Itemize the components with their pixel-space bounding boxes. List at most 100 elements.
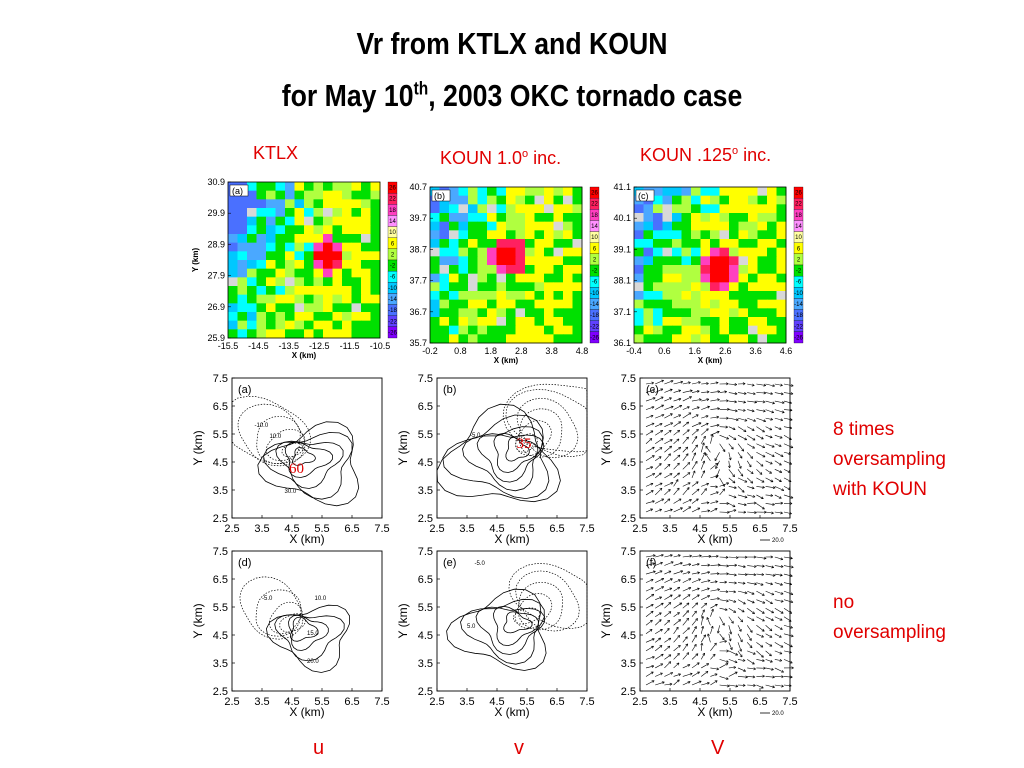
vector-arrow <box>664 611 672 617</box>
vector-arrow <box>673 554 681 558</box>
vector-arrowhead <box>652 655 655 659</box>
annotation-35: 35 <box>517 436 532 452</box>
colorbar-tick-label: 14 <box>795 224 802 230</box>
vector-arrowhead <box>769 427 773 431</box>
vector-arrowhead <box>717 597 720 601</box>
x-axis-label: X (km) <box>494 705 529 719</box>
vector-arrowhead <box>752 611 755 615</box>
vector-arrow <box>737 633 743 643</box>
vector-arrowhead <box>661 586 665 589</box>
y-tick-label: 36.7 <box>409 307 427 317</box>
vector-arrowhead <box>669 682 673 686</box>
x-tick-label: 3.5 <box>459 523 474 535</box>
x-tick-label: 4.5 <box>284 523 299 535</box>
vector-arrowhead <box>678 498 682 502</box>
vector-arrowhead <box>732 480 736 484</box>
vector-arrow <box>728 409 738 412</box>
vector-arrowhead <box>697 507 701 511</box>
vector-arrow <box>645 508 653 513</box>
vector-arrow <box>691 498 699 504</box>
vector-arrowhead <box>659 487 663 491</box>
vector-arrowhead <box>652 473 656 476</box>
vector-arrow <box>645 579 654 583</box>
vector-arrowhead <box>686 602 690 606</box>
vector-arrowhead <box>660 672 663 676</box>
vector-arrowhead <box>762 564 765 568</box>
contour-solid <box>503 611 533 634</box>
vector-arrow <box>682 587 692 592</box>
vector-arrow <box>783 565 794 568</box>
vector-arrow <box>710 667 719 670</box>
vector-arrowhead <box>705 445 709 449</box>
vector-arrow <box>664 654 672 660</box>
vector-arrow <box>664 406 674 410</box>
vector-arrowhead <box>754 400 758 404</box>
vector-arrowhead <box>788 452 792 455</box>
vector-arrow <box>765 582 773 585</box>
vector-arrow <box>645 406 655 410</box>
vector-arrowhead <box>772 486 776 489</box>
vector-arrowhead <box>702 460 706 464</box>
vector-arrowhead <box>694 626 697 629</box>
vector-arrowhead <box>752 437 756 441</box>
vector-arrowhead <box>780 611 784 614</box>
x-tick-label: 6.5 <box>752 523 767 535</box>
vector-arrow <box>645 562 655 566</box>
vector-arrowhead <box>652 388 655 392</box>
vector-arrowhead <box>728 457 732 461</box>
vector-arrowhead <box>705 453 708 456</box>
x-tick-label: 4.5 <box>692 696 707 708</box>
vector-arrow <box>645 389 655 393</box>
vector-arrow <box>719 434 729 440</box>
vector-arrowhead <box>660 396 664 400</box>
wind-vectors <box>645 379 794 515</box>
vector-arrowhead <box>790 445 794 449</box>
colorbar-tick-label: -14 <box>590 302 599 308</box>
vector-arrowhead <box>726 572 729 576</box>
vector-arrow <box>774 511 783 514</box>
vector-arrow <box>701 406 710 410</box>
vector-arrow <box>664 561 674 566</box>
vector-arrowhead <box>658 612 662 616</box>
colorbar-tick-label: 2 <box>593 257 597 263</box>
vector-arrow <box>682 429 690 436</box>
vector-arrow <box>664 602 672 609</box>
vector-arrow <box>700 470 705 478</box>
vector-arrowhead <box>708 554 712 558</box>
vector-arrowhead <box>715 500 719 504</box>
vector-arrowhead <box>697 671 700 675</box>
vector-arrow <box>700 634 706 643</box>
vector-arrow <box>737 494 748 498</box>
vector-arrow <box>710 475 719 479</box>
x-tick-label: -14.5 <box>248 341 269 351</box>
vector-arrow <box>765 633 773 638</box>
vector-arrowhead <box>761 593 765 596</box>
vector-arrowhead <box>668 570 672 574</box>
colorbar-tick-label: 6 <box>797 246 801 252</box>
vector-arrow <box>737 460 742 469</box>
vector-arrowhead <box>696 662 700 666</box>
vector-arrowhead <box>743 669 746 672</box>
vector-arrowhead <box>694 460 698 464</box>
vector-arrow <box>691 470 696 478</box>
y-tick-label: 5.5 <box>621 429 636 441</box>
contour-dashed <box>279 613 306 633</box>
vector-arrow <box>645 656 655 660</box>
vector-arrow <box>673 673 681 677</box>
colorbar-tick-label: -10 <box>590 291 599 297</box>
vector-arrowhead <box>651 381 654 385</box>
vector-arrowhead <box>778 444 782 447</box>
vector-arrow <box>783 642 793 648</box>
vector-arrow <box>756 383 766 386</box>
vector-arrowhead <box>689 499 692 502</box>
x-tick-label: 2.5 <box>632 696 647 708</box>
y-tick-label: 6.5 <box>621 574 636 586</box>
vector-arrowhead <box>686 617 690 621</box>
vector-arrowhead <box>751 428 755 431</box>
vector-arrowhead <box>686 487 690 490</box>
y-tick-label: 40.7 <box>409 182 427 192</box>
contour-solid <box>436 403 561 503</box>
vector-arrowhead <box>763 666 766 670</box>
y-tick-label: 3.5 <box>213 658 228 670</box>
vector-arrow <box>664 482 674 487</box>
